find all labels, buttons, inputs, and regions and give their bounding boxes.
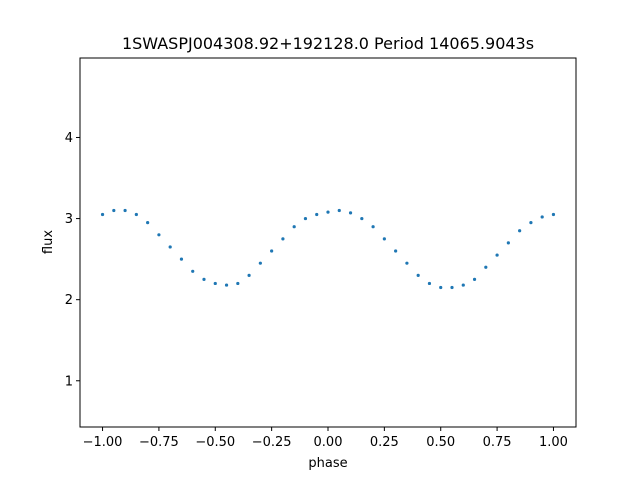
data-point	[551, 212, 556, 217]
y-axis-label: flux	[41, 230, 56, 254]
data-point	[394, 249, 398, 253]
data-point	[100, 212, 105, 217]
points-layer	[100, 208, 556, 290]
data-point	[134, 212, 138, 217]
data-point	[213, 281, 217, 286]
x-tick-label: 0.00	[314, 435, 343, 450]
data-point	[326, 210, 330, 214]
x-tick-label: −0.75	[139, 435, 179, 450]
y-ticks: 1 2 3 4	[65, 131, 80, 389]
data-point	[224, 283, 229, 287]
y-tick-label: 1	[65, 374, 73, 389]
data-point	[518, 229, 522, 233]
data-point	[405, 261, 409, 265]
data-point	[315, 212, 319, 217]
data-point	[472, 277, 477, 281]
data-point	[382, 237, 386, 241]
data-point	[236, 281, 240, 286]
data-point	[450, 285, 454, 290]
x-tick-label: 0.75	[483, 435, 512, 450]
data-point	[258, 261, 262, 265]
data-point	[439, 285, 443, 290]
y-tick-label: 4	[65, 131, 73, 146]
x-tick-label: 1.00	[539, 435, 568, 450]
data-point	[540, 215, 544, 219]
data-point	[168, 245, 172, 249]
data-point	[506, 241, 510, 245]
data-point	[416, 273, 420, 277]
data-point	[427, 281, 432, 286]
data-point	[112, 208, 116, 213]
chart-title: 1SWASPJ004308.92+192128.0 Period 14065.9…	[122, 34, 534, 53]
data-point	[371, 225, 375, 229]
x-tick-label: 0.25	[370, 435, 399, 450]
data-point	[146, 221, 150, 225]
data-point	[360, 216, 364, 221]
data-point	[337, 208, 341, 213]
data-point	[270, 249, 274, 253]
y-tick-label: 3	[65, 212, 73, 227]
data-point	[461, 283, 465, 287]
data-point	[495, 253, 499, 257]
data-point	[191, 269, 195, 273]
data-point	[484, 265, 488, 269]
data-point	[292, 225, 296, 229]
x-tick-label: −0.50	[195, 435, 235, 450]
x-tick-label: 0.50	[426, 435, 455, 450]
y-tick-label: 2	[65, 293, 73, 308]
data-point	[202, 277, 206, 281]
data-point	[529, 221, 533, 225]
data-point	[303, 216, 308, 221]
x-axis-label: phase	[308, 456, 347, 471]
x-tick-label: −1.00	[83, 435, 123, 450]
data-point	[157, 233, 161, 237]
data-point	[281, 237, 285, 241]
x-tick-label: −0.25	[252, 435, 292, 450]
data-point	[123, 208, 127, 213]
data-point	[348, 211, 353, 215]
x-ticks: −1.00 −0.75 −0.50 −0.25 0.00 0.25 0.50 0.75 1.00	[83, 427, 568, 450]
data-point	[247, 273, 251, 277]
data-point	[179, 257, 184, 261]
